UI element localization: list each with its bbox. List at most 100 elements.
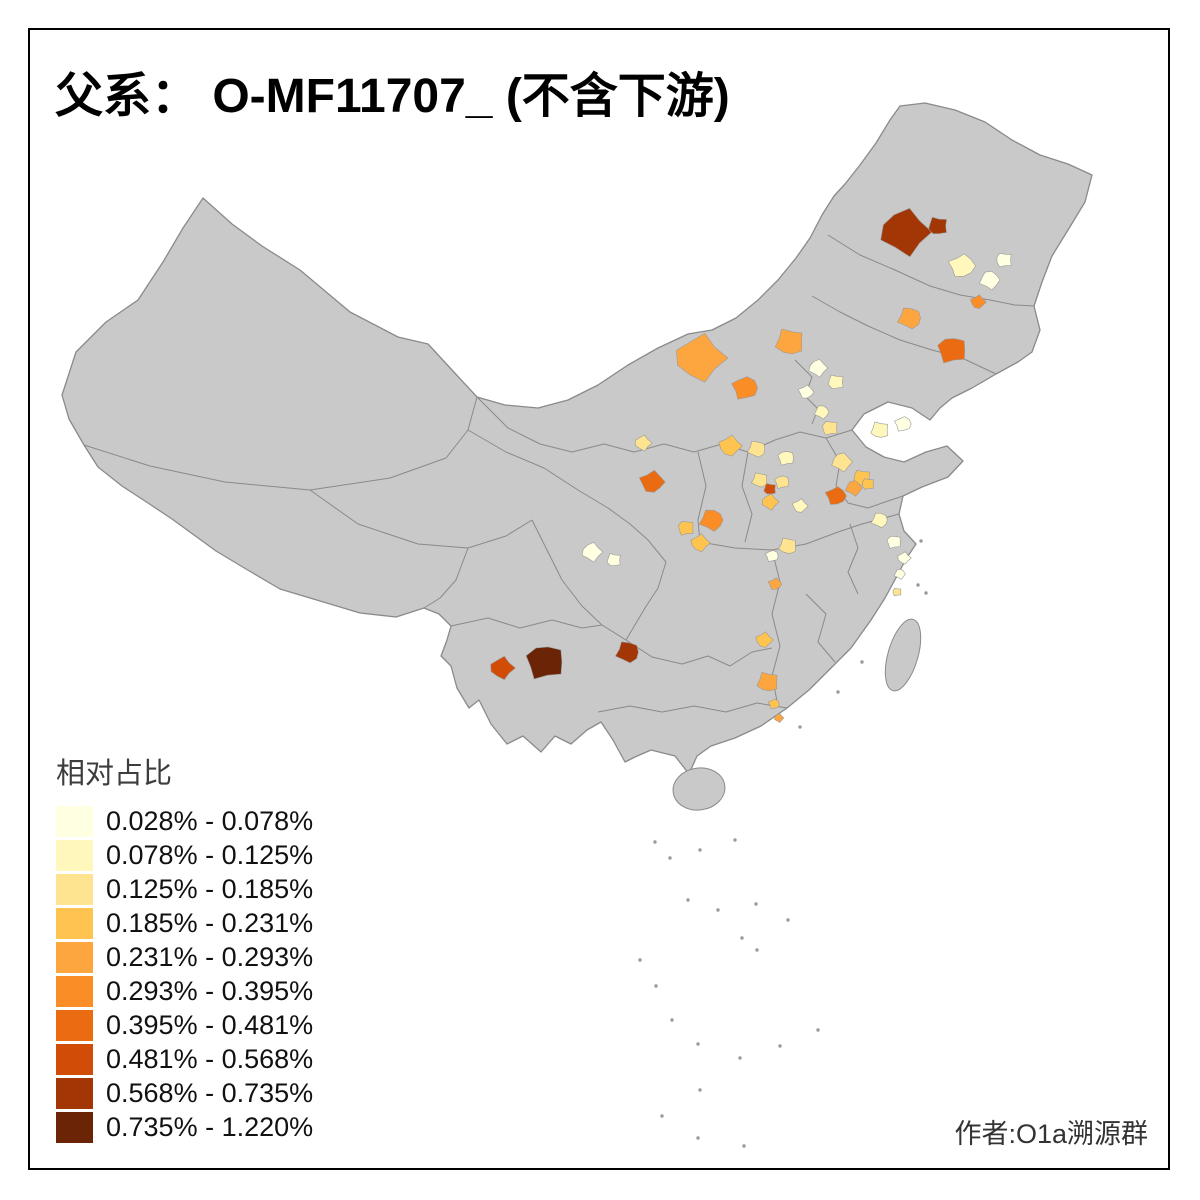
legend-label: 0.231% - 0.293%: [106, 942, 314, 972]
map-region: [778, 537, 796, 554]
map-region: [606, 553, 621, 566]
province-border-line: [467, 429, 649, 541]
legend-item: 0.028% - 0.078%: [56, 806, 313, 837]
island-dot: [653, 840, 657, 844]
map-region: [893, 569, 906, 580]
province-borders: [83, 234, 1035, 713]
legend-swatch: [56, 840, 93, 871]
map-region: [870, 421, 888, 438]
province-border-line: [309, 489, 533, 549]
map-region: [797, 384, 815, 399]
highlighted-regions: [490, 208, 1012, 723]
map-region: [996, 252, 1012, 268]
map-region: [825, 486, 847, 505]
legend-title: 相对占比: [56, 758, 173, 790]
map-region: [870, 512, 888, 528]
province-border-line: [423, 547, 469, 609]
legend-item: 0.185% - 0.231%: [56, 908, 313, 939]
map-region: [948, 253, 976, 277]
legend-label: 0.125% - 0.185%: [106, 874, 314, 904]
island-dot: [836, 690, 840, 694]
legend-swatch: [56, 1044, 93, 1075]
map-region: [767, 577, 783, 590]
map-region: [894, 416, 912, 432]
map-region: [581, 542, 604, 563]
map-region: [490, 655, 516, 680]
legend-swatch: [56, 1112, 93, 1143]
legend-label: 0.028% - 0.078%: [106, 806, 314, 836]
island-dot: [754, 902, 758, 906]
legend-label: 0.568% - 0.735%: [106, 1078, 314, 1108]
map-region: [774, 475, 790, 489]
legend-swatch: [56, 1010, 93, 1041]
map-region: [774, 713, 785, 723]
legend-swatch: [56, 976, 93, 1007]
island-dot: [916, 583, 920, 587]
legend-item: 0.481% - 0.568%: [56, 1044, 313, 1075]
island-dot: [698, 848, 702, 852]
map-region: [822, 421, 838, 436]
map-region: [525, 646, 563, 680]
island-dot: [654, 984, 658, 988]
legend-swatch: [56, 874, 93, 905]
legend-items: 0.028% - 0.078% 0.078% - 0.125% 0.125% - 0…: [56, 806, 313, 1143]
island-dot: [778, 1044, 782, 1048]
map-region: [970, 294, 987, 309]
map-region: [897, 307, 921, 330]
legend: 相对占比 0.028% - 0.078% 0.078% - 0.125% 0.125…: [56, 750, 313, 1146]
legend-item: 0.735% - 1.220%: [56, 1112, 313, 1143]
map-region: [777, 451, 794, 466]
island-dot: [919, 539, 923, 543]
map-region: [845, 480, 863, 497]
island-dot: [696, 1042, 700, 1046]
map-region: [897, 551, 912, 565]
island-dot: [686, 898, 690, 902]
province-border-line: [625, 539, 667, 641]
map-region: [767, 698, 780, 710]
island-dot: [786, 918, 790, 922]
island-dot: [755, 948, 759, 952]
map-region: [763, 483, 776, 495]
island-dot: [742, 1144, 746, 1148]
legend-swatch: [56, 942, 93, 973]
map-region: [928, 216, 947, 234]
legend-swatch: [56, 1078, 93, 1109]
island-dot: [816, 1028, 820, 1032]
map-region: [678, 521, 694, 536]
island-dot: [738, 1056, 742, 1060]
map-region: [639, 470, 666, 493]
island-dot: [860, 660, 864, 664]
legend-label: 0.481% - 0.568%: [106, 1044, 314, 1074]
province-border-line: [697, 451, 707, 543]
province-border-line: [531, 519, 627, 641]
island-dot: [668, 856, 672, 860]
legend-item: 0.078% - 0.125%: [56, 840, 313, 871]
island-dot: [696, 1136, 700, 1140]
hainan-island: [672, 767, 726, 811]
island-dot: [924, 591, 928, 595]
province-border-line: [476, 396, 853, 453]
map-region: [774, 328, 803, 355]
small-islands: [638, 539, 928, 1148]
map-region: [892, 588, 902, 597]
island-dot: [798, 725, 802, 729]
map-region: [676, 333, 729, 383]
map-region: [747, 440, 766, 458]
map-region: [862, 478, 874, 490]
legend-label: 0.078% - 0.125%: [106, 840, 314, 870]
legend-label: 0.185% - 0.231%: [106, 908, 314, 938]
map-region: [979, 270, 1001, 291]
map-region: [880, 208, 933, 258]
province-border-line: [827, 234, 1035, 307]
province-border-line: [625, 639, 773, 667]
island-dot: [638, 958, 642, 962]
map-region: [755, 631, 774, 648]
author-credit: 作者:O1a溯源群: [954, 1119, 1148, 1149]
map-region: [756, 672, 778, 692]
taiwan-island: [884, 618, 922, 692]
map-region: [615, 641, 639, 664]
legend-item: 0.231% - 0.293%: [56, 942, 313, 973]
legend-item: 0.568% - 0.735%: [56, 1078, 313, 1109]
map-region: [635, 434, 653, 452]
